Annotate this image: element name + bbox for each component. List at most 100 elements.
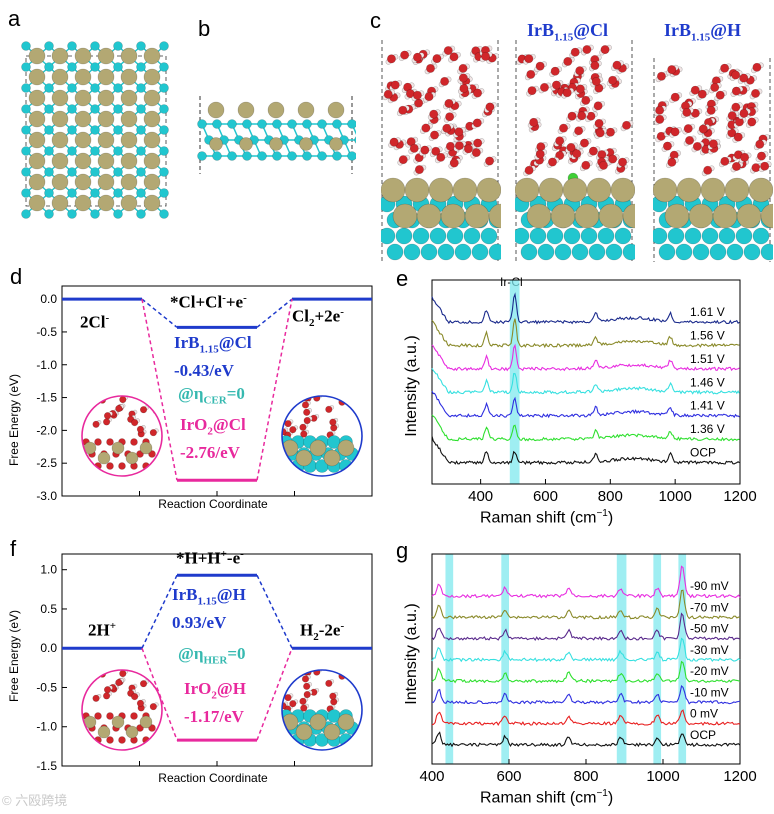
oxygen-atom: [412, 52, 422, 62]
oxygen-atom: [356, 402, 362, 410]
oxygen-atom: [670, 92, 680, 102]
iridium-atom: [416, 203, 442, 229]
boron-atom: [113, 83, 123, 93]
oxygen-atom: [118, 462, 126, 470]
y-tick-label: -0.5: [36, 325, 57, 339]
oxygen-atom: [103, 686, 112, 694]
series-label: OCP: [690, 728, 716, 742]
oxygen-atom: [581, 160, 591, 170]
boron-atom: [113, 167, 123, 177]
oxygen-atom: [131, 418, 139, 427]
iridium-atom: [562, 177, 588, 203]
boron-atom: [429, 227, 447, 245]
oxygen-atom: [445, 141, 455, 151]
y-tick-label: -0.5: [36, 680, 57, 694]
oxygen-atom: [115, 404, 123, 413]
chart-d-ylabel: Free Energy (eV): [7, 374, 21, 466]
iridium-atom: [653, 177, 678, 203]
boron-atom: [480, 227, 498, 245]
iridium-atom: [295, 723, 313, 741]
oxygen-atom: [547, 157, 557, 167]
oxygen-atom: [570, 47, 580, 57]
oxygen-atom: [386, 54, 396, 64]
oxygen-atom: [555, 136, 565, 146]
boron-atom: [735, 227, 753, 245]
iridium-atom: [51, 152, 69, 170]
series-label: 1.46 V: [690, 375, 725, 389]
iridium-atom: [329, 137, 343, 151]
boron-atom: [212, 119, 222, 129]
iridium-atom: [526, 203, 552, 229]
title-h-base: IrB: [664, 20, 691, 40]
oxygen-atom: [94, 712, 102, 720]
boron-atom: [44, 62, 54, 72]
iridium-atom: [120, 47, 138, 65]
oxygen-atom: [426, 63, 436, 73]
oxygen-atom: [739, 73, 749, 83]
annot-irb-name: IrB1.15@Cl: [174, 333, 252, 356]
oxygen-atom: [102, 692, 111, 700]
state-mid-sup2: -: [243, 292, 247, 304]
iro2-connector: [256, 647, 293, 741]
oxygen-atom: [734, 117, 744, 127]
boron-atom: [21, 188, 31, 198]
iridium-atom: [598, 203, 624, 229]
panel-label-f: f: [10, 536, 17, 561]
irb-connector: [141, 298, 178, 328]
boron-atom: [718, 227, 736, 245]
oxygen-atom: [618, 157, 628, 167]
iridium-atom: [28, 152, 46, 170]
boron-atom: [113, 209, 123, 219]
iridium-atom: [452, 177, 478, 203]
oxygen-atom: [595, 128, 605, 138]
hydrogen-atom: [90, 670, 96, 675]
boron-atom: [684, 227, 702, 245]
boron-atom: [90, 209, 100, 219]
panel-c-title-h: IrB1.15@H: [664, 20, 741, 44]
boron-atom: [605, 243, 623, 261]
iridium-atom: [143, 194, 161, 212]
chart-f-state-left: 2H+: [88, 620, 117, 640]
x-tick-label: 600: [533, 488, 558, 505]
oxygen-atom: [740, 152, 750, 162]
oxygen-atom: [720, 156, 730, 166]
title-cl-base: IrB: [527, 20, 554, 40]
iridium-atom: [74, 110, 92, 128]
oxygen-atom: [329, 418, 337, 426]
oxygen-atom: [662, 141, 672, 151]
iridium-atom: [143, 152, 161, 170]
iridium-atom: [51, 89, 69, 107]
boron-atom: [287, 151, 297, 161]
chart-f-ylabel: Free Energy (eV): [7, 610, 21, 702]
boron-atom: [701, 227, 719, 245]
iridium-atom: [550, 203, 576, 229]
oxygen-atom: [747, 117, 757, 127]
x-tick-label: 1000: [658, 488, 691, 505]
boron-atom: [159, 125, 169, 135]
boron-atom: [529, 227, 547, 245]
iridium-atom: [74, 173, 92, 191]
iridium-atom: [700, 177, 726, 203]
spectrum-line: [431, 318, 740, 349]
oxygen-atom: [524, 165, 534, 175]
boron-atom: [159, 83, 169, 93]
iridium-atom: [97, 725, 111, 739]
iridium-atom: [297, 101, 315, 119]
oxygen-atom: [449, 158, 459, 168]
iridium-atom: [143, 47, 161, 65]
iridium-atom: [143, 110, 161, 128]
boron-atom: [159, 62, 169, 72]
boron-atom: [197, 119, 207, 129]
oxygen-atom: [485, 102, 495, 112]
highlight-band: [445, 554, 454, 764]
x-tick-label: 400: [468, 488, 493, 505]
oxygen-atom: [357, 670, 362, 676]
hydrogen-atom: [84, 404, 90, 410]
oxygen-atom: [355, 680, 362, 688]
oxygen-atom: [284, 420, 292, 428]
oxygen-atom: [559, 123, 569, 133]
inset-border: [281, 669, 363, 751]
boron-atom: [44, 83, 54, 93]
series-label: 1.56 V: [690, 328, 725, 342]
iridium-atom: [676, 177, 702, 203]
